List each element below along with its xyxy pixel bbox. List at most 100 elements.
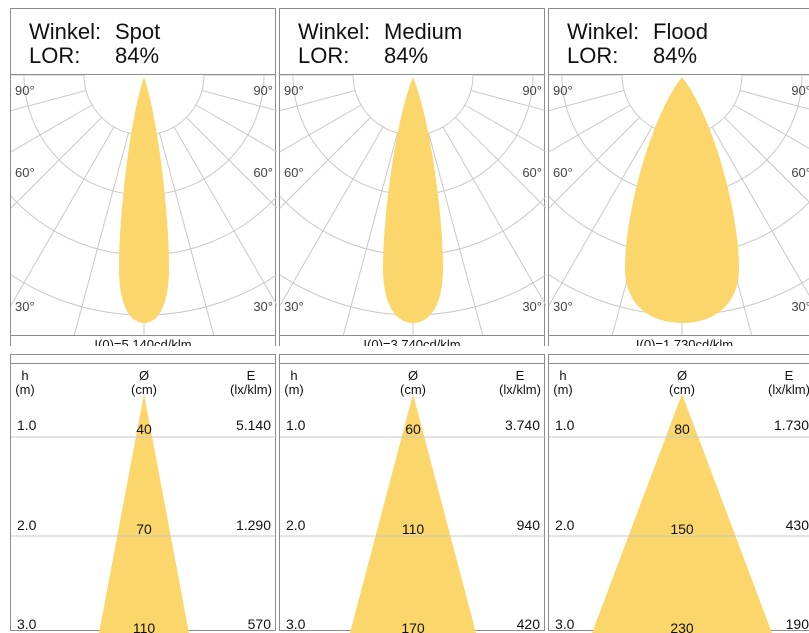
col-header-diameter-unit: (cm) [400, 382, 426, 397]
polar-grid: 90° 90° 60° 60° 30° 30° [280, 75, 546, 335]
col-header-diameter: Ø [408, 368, 418, 383]
illuminance-cone: h (m) Ø (cm) E (lx/klm) 1.0 60 3.740 2.0 110 940 3.0… [280, 363, 546, 633]
row-height: 3.0 [286, 616, 306, 632]
row-height: 2.0 [286, 517, 306, 533]
row-height: 2.0 [555, 517, 575, 533]
lor-value: 84% [115, 43, 160, 68]
light-cone [350, 394, 476, 633]
col-header-h-unit: (m) [15, 382, 35, 397]
row-diameter: 80 [674, 421, 690, 437]
row-diameter: 40 [136, 421, 152, 437]
polar-diagram: 90° 90° 60° 60° 30° 30° [549, 75, 809, 335]
row-diameter: 60 [405, 421, 421, 437]
col-header-diameter-unit: (cm) [131, 382, 157, 397]
col-header-h: h [290, 368, 297, 383]
angle-label: Winkel: [298, 19, 371, 44]
illuminance-cone: h (m) Ø (cm) E (lx/klm) 1.0 80 1.730 2.0 150 430 3.0… [549, 363, 809, 633]
angle-label: Winkel: [29, 19, 102, 44]
beam-panel-spot: Winkel: Spot LOR: 84% 90° 90° 60° 60° 30° 30° I(0)… [10, 8, 277, 633]
angle-tick-label-right: 90° [522, 83, 542, 98]
beam-panel-medium: Winkel: Medium LOR: 84% 90° 90° 60° 60° 30° 30° I(… [279, 8, 546, 633]
col-header-diameter-unit: (cm) [669, 382, 695, 397]
cone-diagram: h(m) Ø(cm) E(lx/klm) 1.0 80 1.730 2.0 150 430 3.0… [549, 368, 809, 633]
angle-tick-label-left: 30° [15, 299, 35, 314]
panel-header: Winkel: Medium LOR: 84% [280, 9, 544, 75]
angle-tick-label-right: 30° [253, 299, 273, 314]
angle-tick-label-right: 60° [253, 165, 273, 180]
col-header-h: h [21, 368, 28, 383]
row-diameter: 110 [402, 521, 425, 537]
lor-value: 84% [384, 43, 429, 68]
col-header-h-unit: (m) [553, 382, 573, 397]
lor-value: 84% [653, 43, 698, 68]
col-header-diameter: Ø [139, 368, 149, 383]
polar-diagram: 90° 90° 60° 60° 30° 30° [280, 75, 546, 335]
angle-tick-label-left: 60° [553, 165, 573, 180]
col-header-e-unit: (lx/klm) [768, 382, 809, 397]
row-illuminance: 5.140 [236, 417, 271, 433]
row-diameter: 70 [136, 521, 152, 537]
col-header-e-unit: (lx/klm) [499, 382, 541, 397]
beam-name: Flood [653, 19, 709, 44]
angle-tick-label-left: 90° [553, 83, 573, 98]
row-illuminance: 420 [517, 616, 541, 632]
beam-name: Spot [115, 19, 161, 44]
row-height: 2.0 [17, 517, 37, 533]
polar-diagram: 90° 90° 60° 60° 30° 30° [11, 75, 277, 335]
row-illuminance: 430 [786, 517, 809, 533]
panel-header: Winkel: Spot LOR: 84% [11, 9, 275, 75]
angle-tick-label-left: 90° [15, 83, 35, 98]
col-header-e: E [785, 368, 794, 383]
angle-tick-label-left: 90° [284, 83, 304, 98]
beam-lobe [119, 77, 169, 323]
lor-label: LOR: [29, 43, 81, 68]
row-illuminance: 940 [517, 517, 541, 533]
angle-tick-label-right: 30° [522, 299, 542, 314]
angle-tick-label-left: 30° [284, 299, 304, 314]
beam-lobe [383, 77, 443, 323]
light-cone [99, 394, 189, 633]
angle-tick-label-right: 90° [253, 83, 273, 98]
panel-header: Winkel: Flood LOR: 84% [549, 9, 809, 75]
row-diameter: 150 [670, 521, 694, 537]
angle-label: Winkel: [567, 19, 640, 44]
row-diameter: 230 [670, 620, 694, 633]
col-header-h-unit: (m) [284, 382, 304, 397]
col-header-e: E [516, 368, 525, 383]
light-cone [592, 394, 772, 633]
angle-tick-label-left: 60° [284, 165, 304, 180]
illuminance-cone: h (m) Ø (cm) E (lx/klm) 1.0 40 5.140 2.0 70 1.290 3.… [11, 363, 277, 633]
lor-label: LOR: [298, 43, 350, 68]
polar-grid: 90° 90° 60° 60° 30° 30° [11, 75, 277, 335]
lor-label: LOR: [567, 43, 619, 68]
row-height: 1.0 [17, 417, 37, 433]
angle-tick-label-right: 60° [522, 165, 542, 180]
beam-panel-flood: Winkel: Flood LOR: 84% 90° 90° 60° 60° 30° 30° I(0… [548, 8, 809, 633]
panel-gap [0, 346, 809, 354]
beam-lobe [625, 77, 739, 323]
row-illuminance: 190 [786, 616, 809, 632]
cone-diagram: h(m) Ø(cm) E(lx/klm) 1.0 60 3.740 2.0 110 940 3.0… [280, 368, 546, 633]
angle-tick-label-right: 60° [791, 165, 809, 180]
col-header-diameter: Ø [677, 368, 687, 383]
angle-tick-label-right: 30° [791, 299, 809, 314]
row-height: 3.0 [17, 616, 37, 632]
angle-tick-label-left: 30° [553, 299, 573, 314]
angle-tick-label-left: 60° [15, 165, 35, 180]
row-height: 3.0 [555, 616, 575, 632]
row-height: 1.0 [555, 417, 575, 433]
col-header-h: h [559, 368, 566, 383]
col-header-e-unit: (lx/klm) [230, 382, 272, 397]
row-height: 1.0 [286, 417, 306, 433]
col-header-e: E [247, 368, 256, 383]
row-illuminance: 3.740 [505, 417, 540, 433]
row-illuminance: 570 [248, 616, 272, 632]
row-diameter: 110 [133, 620, 156, 633]
row-diameter: 170 [401, 620, 425, 633]
row-illuminance: 1.730 [774, 417, 809, 433]
polar-grid: 90° 90° 60° 60° 30° 30° [549, 75, 809, 335]
row-illuminance: 1.290 [236, 517, 271, 533]
beam-name: Medium [384, 19, 463, 44]
angle-tick-label-right: 90° [791, 83, 809, 98]
cone-diagram: h(m) Ø(cm) E(lx/klm) 1.0 40 5.140 2.0 70 1.290 3.… [11, 368, 277, 633]
